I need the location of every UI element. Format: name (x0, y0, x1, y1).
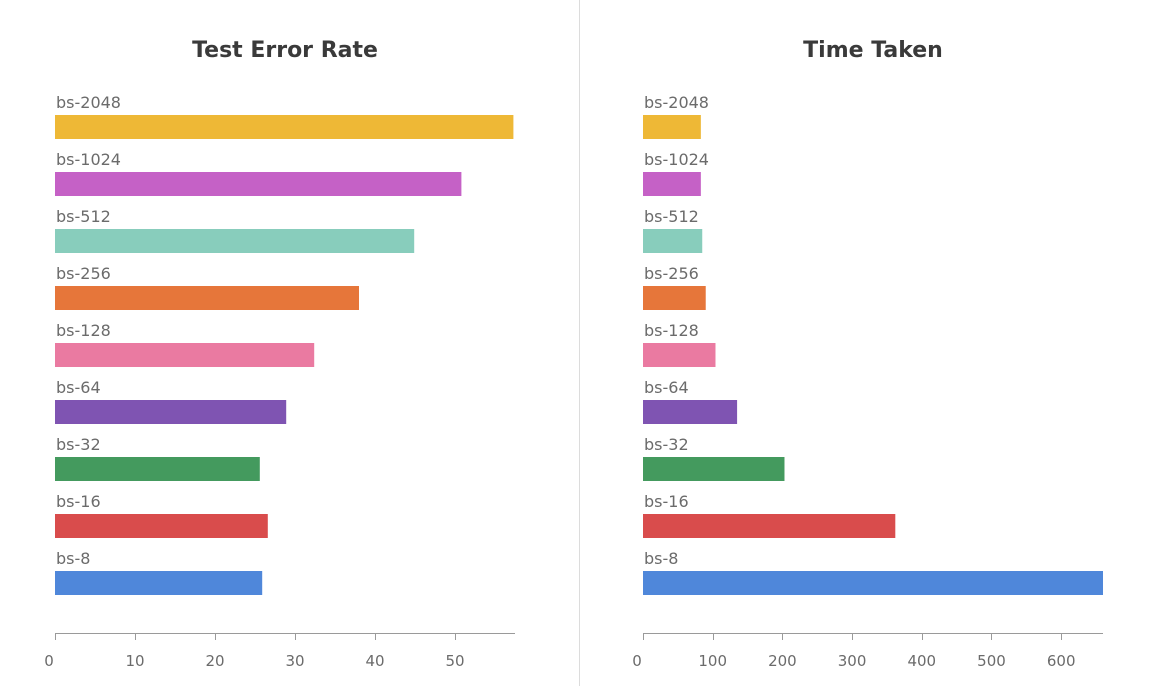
x-tick-label: 10 (125, 652, 144, 670)
x-tick-label: 100 (698, 652, 727, 670)
bar-bs-64 (55, 400, 287, 424)
x-tick-label: 20 (205, 652, 224, 670)
category-label: bs-16 (56, 492, 101, 511)
x-tick-label: 600 (1047, 652, 1076, 670)
bar-bs-512 (55, 229, 415, 253)
category-label: bs-256 (644, 264, 699, 283)
category-label: bs-2048 (56, 93, 121, 112)
x-tick-label: 300 (838, 652, 867, 670)
x-tick-label: 0 (632, 652, 642, 670)
x-tick-label: 500 (977, 652, 1006, 670)
bar-bs-16 (55, 514, 268, 538)
bar-bs-256 (643, 286, 706, 310)
category-label: bs-128 (56, 321, 111, 340)
bar-bs-8 (55, 571, 263, 595)
category-label: bs-512 (644, 207, 699, 226)
bar-bs-512 (643, 229, 703, 253)
bar-bs-16 (643, 514, 896, 538)
x-tick-label: 40 (365, 652, 384, 670)
category-label: bs-8 (644, 549, 678, 568)
bar-bs-32 (643, 457, 785, 481)
x-tick-label: 0 (44, 652, 54, 670)
bar-bs-1024 (55, 172, 462, 196)
bar-bs-128 (643, 343, 716, 367)
x-tick-label: 200 (768, 652, 797, 670)
bar-bs-128 (55, 343, 315, 367)
category-label: bs-1024 (644, 150, 709, 169)
bar-bs-2048 (643, 115, 701, 139)
category-label: bs-64 (56, 378, 101, 397)
bar-bs-8 (643, 571, 1103, 595)
panel-test-error-rate: Test Error Rate bs-2048 bs-1024 bs-512 bs-2… (44, 38, 515, 670)
bar-bs-256 (55, 286, 359, 310)
category-label: bs-1024 (56, 150, 121, 169)
x-tick-label: 30 (285, 652, 304, 670)
category-label: bs-32 (56, 435, 101, 454)
category-label: bs-128 (644, 321, 699, 340)
category-label: bs-32 (644, 435, 689, 454)
bar-bs-32 (55, 457, 260, 481)
bar-bs-1024 (643, 172, 701, 196)
category-label: bs-512 (56, 207, 111, 226)
panel-time-taken: Time Taken bs-2048 bs-1024 bs-512 bs-256 bs-… (632, 38, 1103, 670)
bar-bs-2048 (55, 115, 514, 139)
category-label: bs-64 (644, 378, 689, 397)
chart-title: Test Error Rate (192, 38, 378, 63)
category-label: bs-256 (56, 264, 111, 283)
x-tick-label: 50 (445, 652, 464, 670)
category-label: bs-16 (644, 492, 689, 511)
x-tick-label: 400 (907, 652, 936, 670)
bar-bs-64 (643, 400, 738, 424)
chart-title: Time Taken (803, 38, 943, 63)
category-label: bs-8 (56, 549, 90, 568)
category-label: bs-2048 (644, 93, 709, 112)
